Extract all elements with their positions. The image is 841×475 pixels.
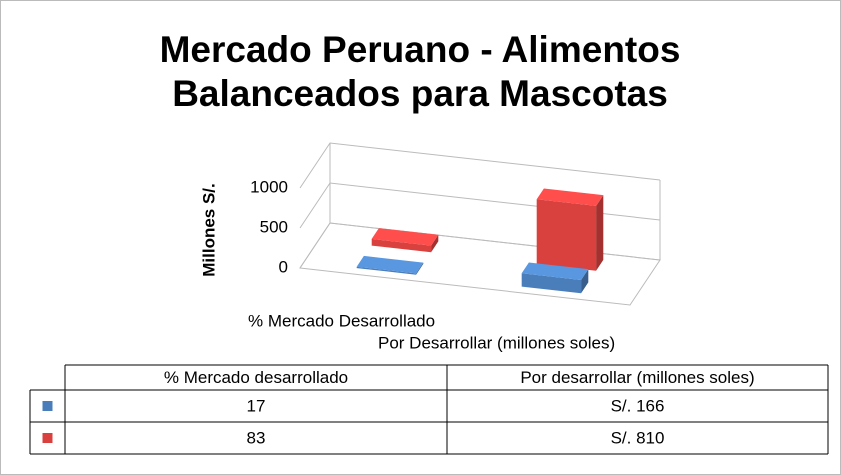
bar-top <box>521 262 589 280</box>
y-tick-label: 500 <box>260 217 288 236</box>
grid-line <box>299 182 661 229</box>
bar <box>371 228 439 253</box>
bar-top <box>356 255 424 274</box>
table-header: Por desarrollar (millones soles) <box>520 368 754 387</box>
legend-key <box>42 433 53 443</box>
y-axis-label: Millones S/. <box>199 183 218 277</box>
bar-side <box>596 195 604 271</box>
bar-front <box>371 238 432 253</box>
bar-front <box>521 273 582 294</box>
floor <box>299 222 661 306</box>
bar-side <box>581 269 589 294</box>
x-tick-label: % Mercado Desarrollado <box>248 311 435 330</box>
table-header: % Mercado desarrollado <box>164 368 348 387</box>
x-tick-label: Por Desarrollar (millones soles) <box>378 333 615 352</box>
bar-side <box>416 262 424 275</box>
table-cell: 83 <box>247 428 266 447</box>
chart-title: Mercado Peruano - Alimentos Balanceados … <box>159 29 681 114</box>
y-tick-label: 1000 <box>250 177 288 196</box>
bar-top <box>371 228 439 246</box>
bar <box>536 188 604 271</box>
bar <box>521 262 589 294</box>
bar-top <box>536 188 604 206</box>
grid-line <box>299 222 661 269</box>
bar-front <box>536 199 597 271</box>
y-tick-label: 0 <box>279 257 288 276</box>
bar-side <box>431 234 439 253</box>
table-cell: S/. 166 <box>611 396 665 415</box>
legend-key <box>42 401 53 411</box>
bar-front <box>356 266 417 275</box>
bar <box>356 255 424 275</box>
grid-line <box>299 142 661 189</box>
table-cell: S/. 810 <box>611 428 665 447</box>
table-cell: 17 <box>247 396 266 415</box>
